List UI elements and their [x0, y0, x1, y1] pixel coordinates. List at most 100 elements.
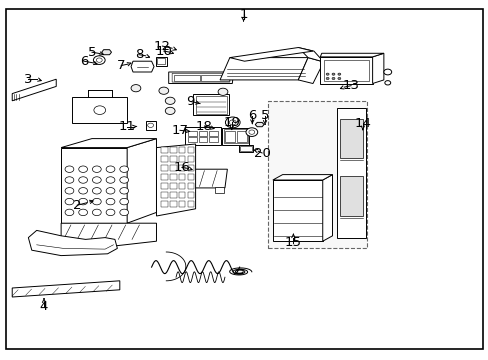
Polygon shape [255, 122, 264, 127]
Polygon shape [61, 148, 127, 223]
Polygon shape [238, 145, 253, 152]
Circle shape [384, 81, 390, 85]
Polygon shape [272, 180, 322, 241]
Text: 8: 8 [135, 48, 143, 61]
Circle shape [229, 120, 236, 125]
Circle shape [165, 107, 175, 114]
Polygon shape [193, 94, 228, 115]
Bar [224, 131, 235, 142]
Text: 7: 7 [117, 59, 125, 72]
Bar [179, 192, 185, 198]
Bar [187, 137, 196, 142]
Text: 5: 5 [87, 46, 96, 59]
Circle shape [245, 128, 257, 136]
Polygon shape [195, 96, 226, 114]
Circle shape [106, 188, 115, 194]
Polygon shape [322, 175, 332, 241]
Polygon shape [298, 48, 323, 62]
Bar [187, 131, 196, 136]
Text: 18: 18 [196, 120, 212, 132]
Bar [340, 176, 362, 216]
Bar [161, 192, 167, 198]
Text: 5: 5 [260, 109, 269, 122]
Polygon shape [28, 230, 117, 256]
Bar [179, 183, 185, 189]
Text: 10: 10 [155, 45, 172, 58]
Bar [170, 165, 176, 171]
Polygon shape [337, 108, 365, 238]
Text: 6: 6 [80, 55, 88, 68]
Circle shape [131, 85, 141, 92]
Bar [179, 147, 185, 153]
Circle shape [93, 56, 105, 64]
Bar [170, 147, 176, 153]
Text: 20: 20 [253, 147, 270, 159]
Circle shape [94, 106, 105, 114]
Circle shape [92, 166, 101, 172]
Bar [161, 147, 167, 153]
Bar [340, 119, 362, 158]
Polygon shape [229, 48, 312, 61]
Bar [209, 137, 218, 142]
Bar [179, 165, 185, 171]
Circle shape [106, 198, 115, 205]
Circle shape [65, 198, 74, 205]
Polygon shape [372, 53, 383, 84]
Circle shape [65, 209, 74, 216]
Circle shape [159, 87, 168, 94]
Polygon shape [155, 57, 167, 66]
Circle shape [248, 130, 254, 134]
Polygon shape [61, 223, 156, 252]
Bar [187, 174, 194, 180]
Polygon shape [131, 61, 154, 72]
Polygon shape [201, 75, 228, 81]
Circle shape [79, 177, 87, 183]
Bar [198, 137, 207, 142]
Polygon shape [220, 58, 307, 80]
Polygon shape [172, 73, 230, 82]
Circle shape [79, 209, 87, 216]
Bar [179, 174, 185, 180]
Bar [215, 187, 224, 193]
Polygon shape [12, 281, 120, 297]
Polygon shape [222, 128, 249, 145]
Circle shape [120, 198, 128, 205]
Circle shape [120, 209, 128, 216]
Circle shape [65, 177, 74, 183]
Bar [170, 156, 176, 162]
Bar [161, 183, 167, 189]
Text: 11: 11 [119, 120, 135, 133]
Bar [157, 58, 165, 64]
Polygon shape [157, 169, 227, 188]
Polygon shape [61, 139, 156, 148]
Polygon shape [224, 129, 247, 143]
Text: 2: 2 [73, 199, 81, 212]
Polygon shape [267, 101, 366, 248]
Bar [161, 201, 167, 207]
Circle shape [165, 97, 175, 104]
Text: 1: 1 [239, 8, 247, 21]
Circle shape [225, 117, 240, 128]
Polygon shape [184, 127, 221, 145]
Bar [161, 156, 167, 162]
Circle shape [120, 188, 128, 194]
Bar [179, 156, 185, 162]
Circle shape [92, 209, 101, 216]
Circle shape [79, 198, 87, 205]
Polygon shape [72, 97, 127, 123]
Bar [209, 131, 218, 136]
Text: 9: 9 [186, 95, 195, 108]
Polygon shape [12, 79, 56, 101]
Text: 4: 4 [40, 300, 48, 313]
Text: 16: 16 [173, 161, 190, 174]
Circle shape [106, 177, 115, 183]
Polygon shape [320, 57, 372, 84]
Circle shape [79, 166, 87, 172]
Circle shape [331, 77, 334, 80]
Circle shape [120, 177, 128, 183]
Polygon shape [298, 58, 323, 84]
Polygon shape [168, 72, 233, 84]
Circle shape [325, 73, 328, 75]
Circle shape [337, 73, 340, 75]
Circle shape [120, 166, 128, 172]
